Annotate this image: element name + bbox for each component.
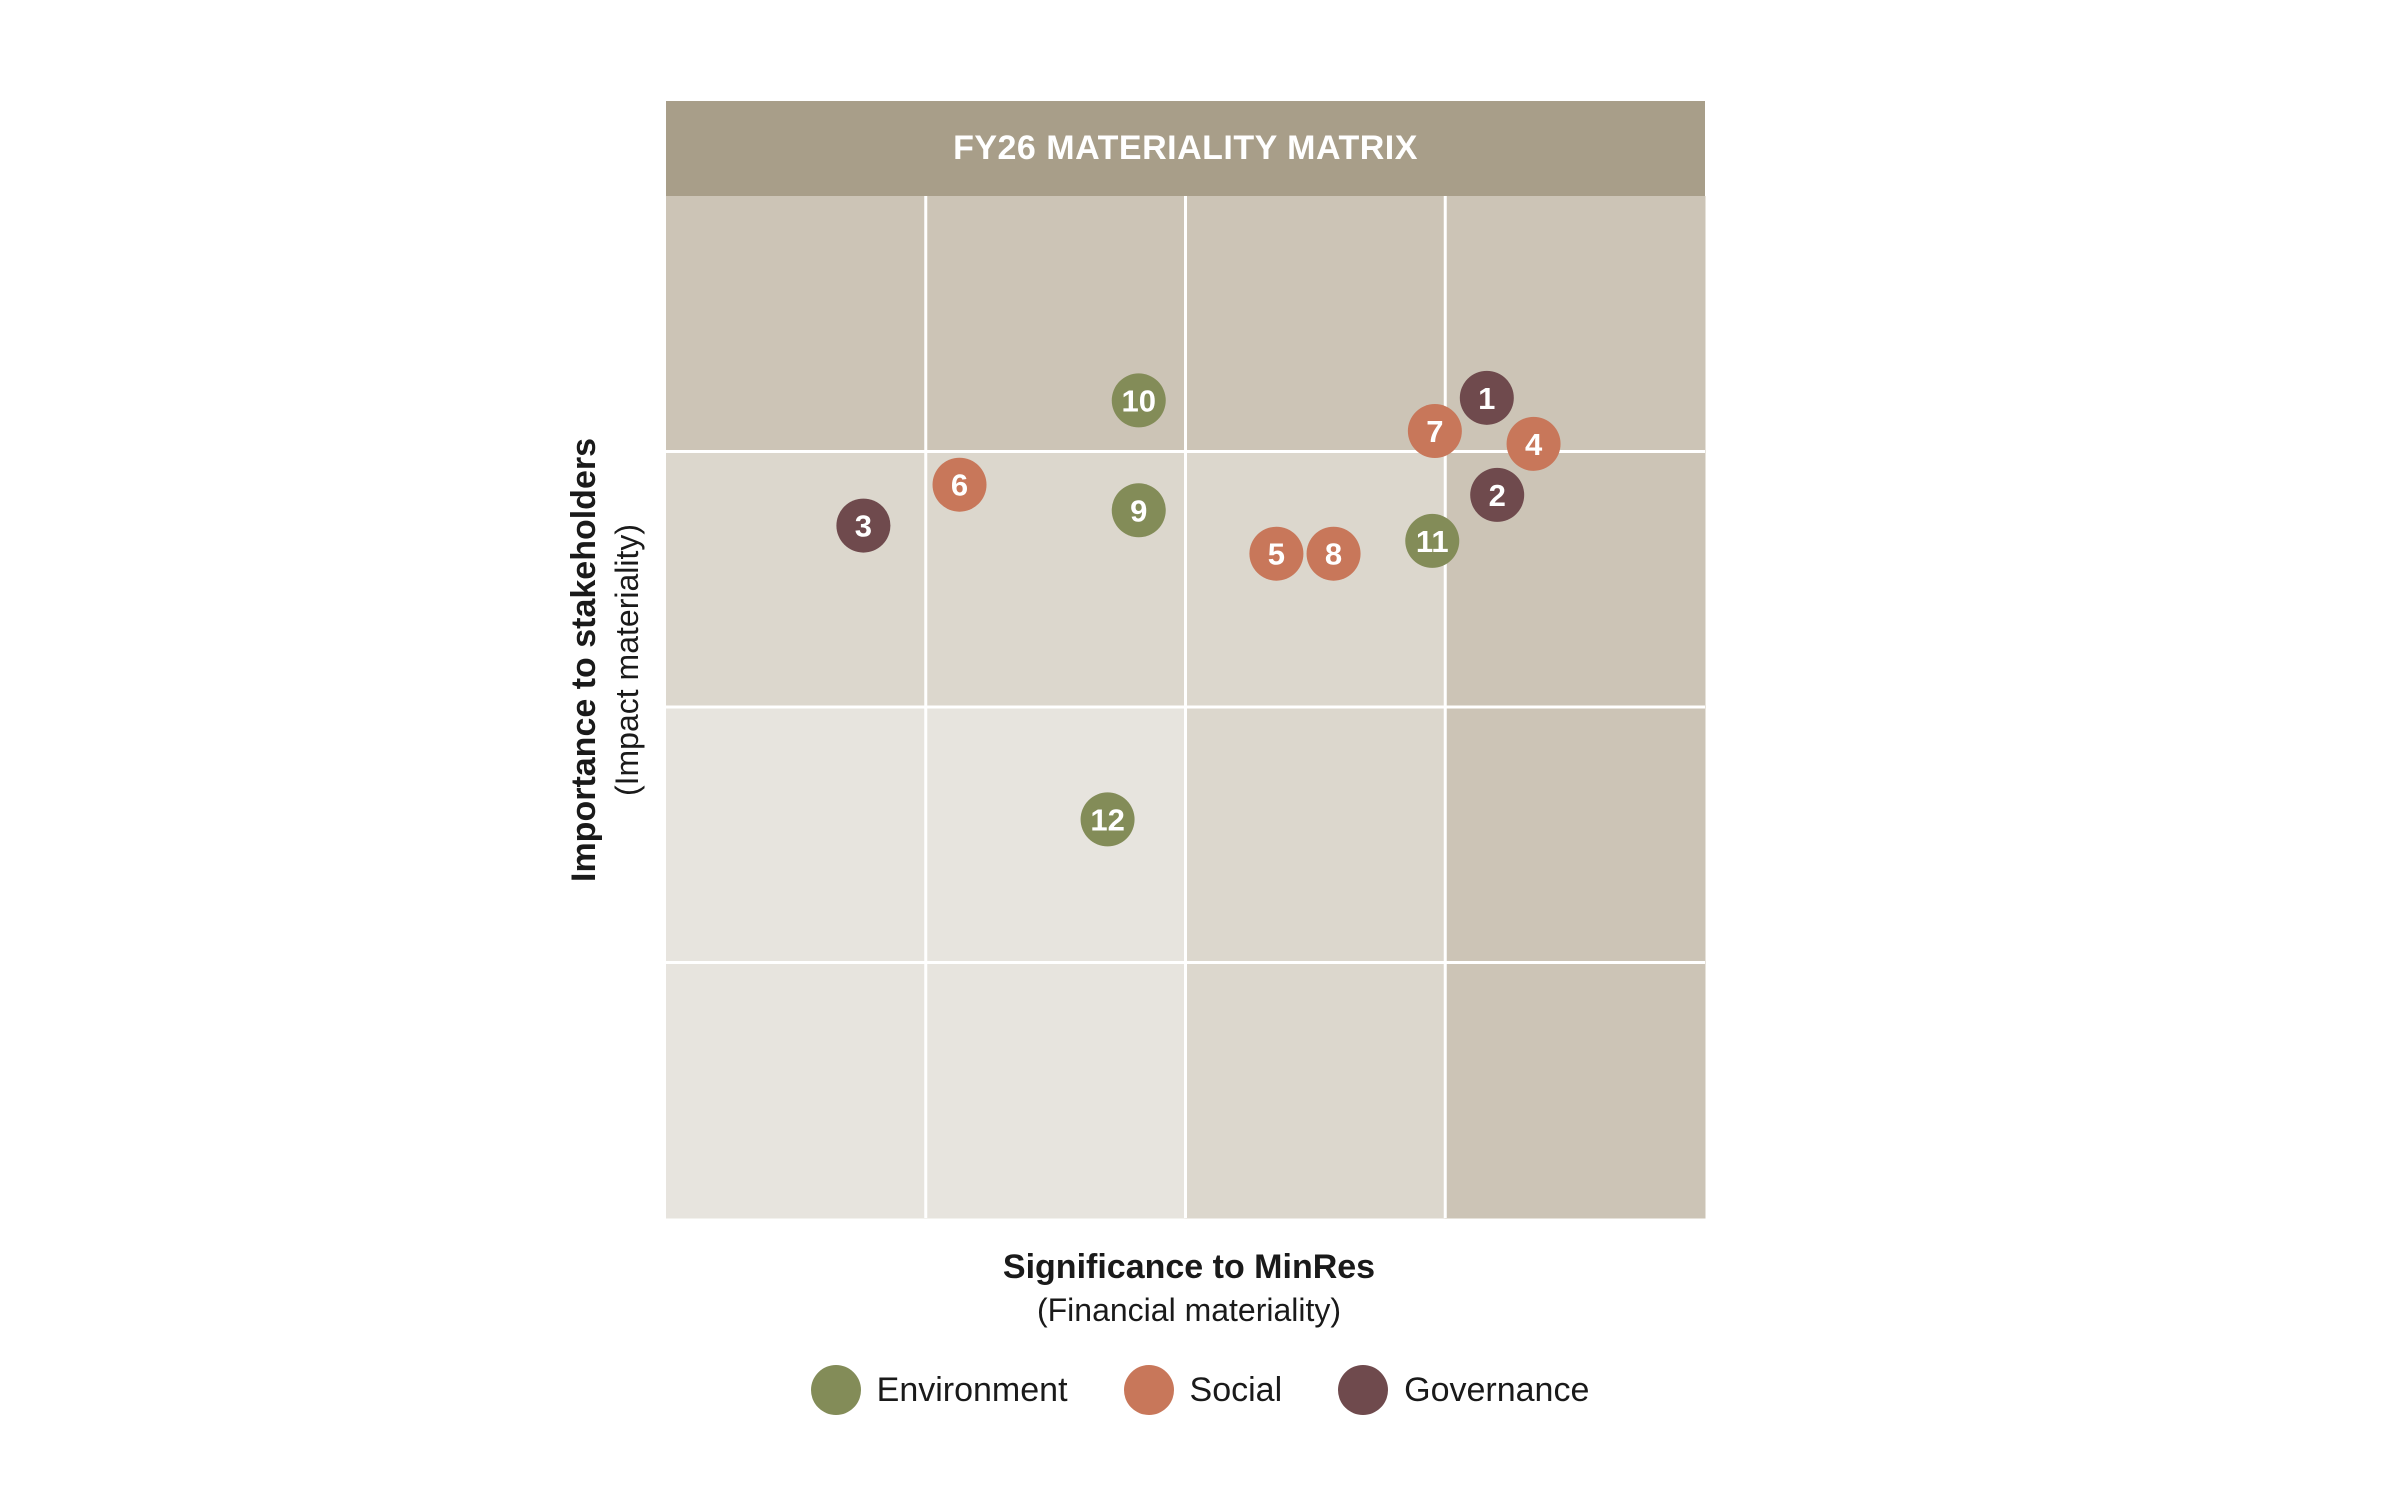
matrix-cell-r4-c2 xyxy=(925,962,1186,1219)
data-point-2: 2 xyxy=(1470,467,1525,522)
data-point-marker xyxy=(1405,513,1460,568)
matrix-cell-r3-c1 xyxy=(666,707,927,963)
data-point-marker xyxy=(1249,526,1304,581)
matrix-cell-r2-c1 xyxy=(666,451,927,708)
data-point-marker xyxy=(1506,416,1561,471)
data-point-label: 9 xyxy=(1130,493,1147,528)
matrix-cell-r4-c3 xyxy=(1185,962,1446,1219)
data-point-label: 7 xyxy=(1426,414,1443,449)
y-axis-title: Importance to stakeholders xyxy=(565,437,603,883)
data-point-marker xyxy=(1470,467,1525,522)
legend-label-governance: Governance xyxy=(1404,1370,1590,1409)
data-point-8: 8 xyxy=(1306,526,1361,581)
matrix-cell-r4-c4 xyxy=(1445,962,1706,1219)
matrix-cell-r3-c4 xyxy=(1445,707,1706,963)
data-point-3: 3 xyxy=(836,498,891,553)
legend-swatch-environment xyxy=(810,1365,861,1415)
data-point-label: 11 xyxy=(1416,524,1449,559)
data-point-10: 10 xyxy=(1111,373,1166,428)
legend-label-environment: Environment xyxy=(876,1370,1068,1409)
data-point-9: 9 xyxy=(1111,483,1166,538)
data-point-6: 6 xyxy=(932,457,987,512)
data-point-label: 2 xyxy=(1489,478,1506,513)
data-point-12: 12 xyxy=(1080,792,1135,847)
data-point-label: 4 xyxy=(1525,427,1543,462)
chart-title: FY26 MATERIALITY MATRIX xyxy=(666,101,1705,196)
data-point-label: 8 xyxy=(1325,537,1342,572)
x-axis-subtitle: (Financial materiality) xyxy=(1036,1292,1342,1328)
data-point-label: 10 xyxy=(1122,383,1156,418)
legend-label-social: Social xyxy=(1189,1370,1283,1409)
data-point-marker xyxy=(836,498,891,553)
data-point-marker xyxy=(1306,526,1361,581)
data-point-label: 3 xyxy=(855,509,872,544)
data-point-marker xyxy=(1111,483,1166,538)
legend-swatch-social xyxy=(1123,1365,1174,1415)
matrix-cell-r4-c1 xyxy=(666,962,927,1219)
data-point-7: 7 xyxy=(1407,404,1462,459)
data-point-marker xyxy=(932,457,987,512)
matrix-cell-r2-c3 xyxy=(1185,451,1446,708)
data-point-5: 5 xyxy=(1249,526,1304,581)
data-point-1: 1 xyxy=(1459,370,1514,425)
data-point-marker xyxy=(1111,373,1166,428)
data-point-marker xyxy=(1080,792,1135,847)
matrix-cell-r3-c3 xyxy=(1185,707,1446,963)
matrix-cell-r1-c1 xyxy=(666,196,927,452)
data-point-label: 1 xyxy=(1478,381,1495,416)
matrix-cell-r3-c2 xyxy=(925,707,1186,963)
data-point-label: 5 xyxy=(1268,537,1285,572)
legend-item-governance: Governance xyxy=(1338,1365,1589,1415)
matrix-cell-r1-c3 xyxy=(1185,196,1446,452)
data-point-11: 11 xyxy=(1405,513,1460,568)
legend-item-social: Social xyxy=(1123,1365,1283,1415)
x-axis-title: Significance to MinRes xyxy=(1002,1248,1376,1286)
data-point-label: 6 xyxy=(951,468,968,503)
legend-swatch-governance xyxy=(1338,1365,1389,1415)
data-point-label: 12 xyxy=(1090,802,1124,837)
legend: Environment Social Governance xyxy=(0,1365,2400,1415)
data-point-marker xyxy=(1407,404,1462,459)
legend-item-environment: Environment xyxy=(810,1365,1068,1415)
y-axis-subtitle: (Impact materiality) xyxy=(609,523,645,797)
data-point-4: 4 xyxy=(1506,416,1561,471)
data-point-marker xyxy=(1459,370,1514,425)
